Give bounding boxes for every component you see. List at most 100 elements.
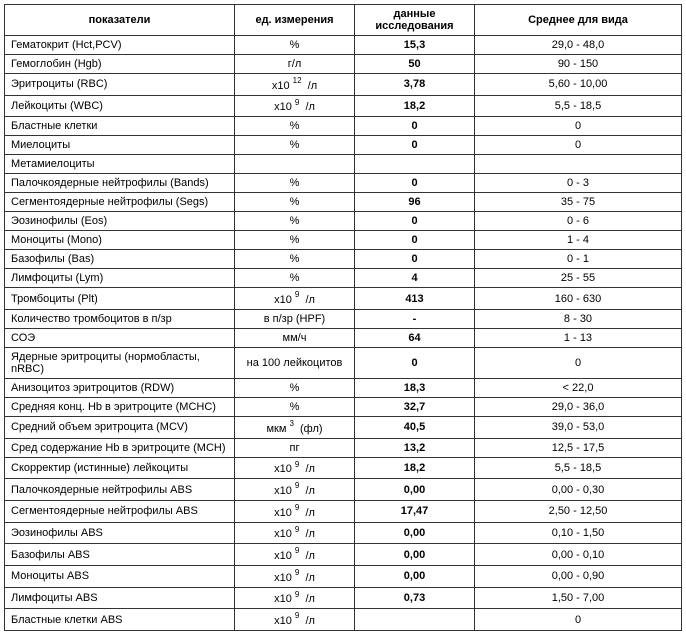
table-row: Миелоциты%00	[5, 136, 682, 155]
param-value: 0,00	[355, 479, 475, 501]
param-unit: %	[235, 250, 355, 269]
param-reference: 90 - 150	[475, 55, 682, 74]
table-row: Лимфоциты ABSx10 9 /л0,731,50 - 7,00	[5, 587, 682, 609]
param-value: 0	[355, 347, 475, 378]
table-row: Сегментоядерные нейтрофилы (Segs)%9635 -…	[5, 193, 682, 212]
param-unit: %	[235, 174, 355, 193]
param-reference: 29,0 - 36,0	[475, 397, 682, 416]
param-reference: 0	[475, 347, 682, 378]
param-unit: %	[235, 193, 355, 212]
param-reference: 35 - 75	[475, 193, 682, 212]
param-name: Базофилы (Bas)	[5, 250, 235, 269]
param-value: -	[355, 309, 475, 328]
table-row: Бластные клетки%00	[5, 117, 682, 136]
param-value: 0,00	[355, 522, 475, 544]
param-value: 18,3	[355, 378, 475, 397]
table-row: Ядерные эритроциты (нормобласты, nRBC)на…	[5, 347, 682, 378]
param-name: Палочкоядерные нейтрофилы ABS	[5, 479, 235, 501]
param-unit: x10 9 /л	[235, 457, 355, 479]
param-value: 64	[355, 328, 475, 347]
param-reference: 0 - 6	[475, 212, 682, 231]
table-row: Метамиелоциты	[5, 155, 682, 174]
param-reference: 0,00 - 0,10	[475, 544, 682, 566]
param-unit: %	[235, 378, 355, 397]
param-reference: 1,50 - 7,00	[475, 587, 682, 609]
table-row: Базофилы (Bas)%00 - 1	[5, 250, 682, 269]
table-row: Палочкоядерные нейтрофилы (Bands)%00 - 3	[5, 174, 682, 193]
param-reference: 0,00 - 0,30	[475, 479, 682, 501]
lab-results-table: показатели ед. измерения данные исследов…	[4, 4, 682, 631]
param-unit: x10 9 /л	[235, 500, 355, 522]
table-row: Базофилы ABSx10 9 /л0,000,00 - 0,10	[5, 544, 682, 566]
table-row: СОЭмм/ч641 - 13	[5, 328, 682, 347]
param-reference: 160 - 630	[475, 288, 682, 310]
param-name: Анизоцитоз эритроцитов (RDW)	[5, 378, 235, 397]
param-value: 50	[355, 55, 475, 74]
param-unit: г/л	[235, 55, 355, 74]
param-name: Моноциты (Mono)	[5, 231, 235, 250]
table-row: Бластные клетки ABSx10 9 /л0	[5, 609, 682, 631]
param-value: 15,3	[355, 36, 475, 55]
param-unit: %	[235, 269, 355, 288]
param-unit: %	[235, 212, 355, 231]
param-name: Лейкоциты (WBC)	[5, 95, 235, 117]
param-name: Эозинофилы ABS	[5, 522, 235, 544]
param-value: 0	[355, 250, 475, 269]
param-unit: x10 9 /л	[235, 288, 355, 310]
param-value: 0,00	[355, 544, 475, 566]
param-unit: x10 12 /л	[235, 74, 355, 96]
param-name: СОЭ	[5, 328, 235, 347]
table-row: Сред содержание Hb в эритроците (MCH)пг1…	[5, 438, 682, 457]
header-row: показатели ед. измерения данные исследов…	[5, 5, 682, 36]
param-reference: 1 - 4	[475, 231, 682, 250]
table-row: Гемоглобин (Hgb)г/л5090 - 150	[5, 55, 682, 74]
param-name: Эритроциты (RBC)	[5, 74, 235, 96]
param-value: 13,2	[355, 438, 475, 457]
table-row: Средний объем эритроцита (MCV)мкм 3 (фл)…	[5, 416, 682, 438]
param-reference: 5,5 - 18,5	[475, 95, 682, 117]
param-value	[355, 609, 475, 631]
param-reference: 1 - 13	[475, 328, 682, 347]
header-name: показатели	[5, 5, 235, 36]
param-value: 0	[355, 136, 475, 155]
param-value: 0,00	[355, 565, 475, 587]
param-reference: 0 - 3	[475, 174, 682, 193]
param-reference: 29,0 - 48,0	[475, 36, 682, 55]
param-unit: на 100 лейкоцитов	[235, 347, 355, 378]
param-reference: 0	[475, 136, 682, 155]
param-value: 96	[355, 193, 475, 212]
param-name: Лимфоциты (Lym)	[5, 269, 235, 288]
param-unit: %	[235, 231, 355, 250]
param-name: Сред содержание Hb в эритроците (MCH)	[5, 438, 235, 457]
param-reference: 8 - 30	[475, 309, 682, 328]
param-value: 18,2	[355, 457, 475, 479]
param-name: Ядерные эритроциты (нормобласты, nRBC)	[5, 347, 235, 378]
param-unit: %	[235, 397, 355, 416]
param-unit: x10 9 /л	[235, 565, 355, 587]
table-row: Эозинофилы ABSx10 9 /л0,000,10 - 1,50	[5, 522, 682, 544]
param-unit	[235, 155, 355, 174]
table-row: Гематокрит (Hct,PCV)%15,329,0 - 48,0	[5, 36, 682, 55]
param-name: Средняя конц. Hb в эритроците (MCHC)	[5, 397, 235, 416]
param-unit: %	[235, 36, 355, 55]
param-reference: 25 - 55	[475, 269, 682, 288]
param-value: 17,47	[355, 500, 475, 522]
param-unit: %	[235, 117, 355, 136]
param-value: 3,78	[355, 74, 475, 96]
param-unit: x10 9 /л	[235, 609, 355, 631]
param-value: 32,7	[355, 397, 475, 416]
param-unit: x10 9 /л	[235, 479, 355, 501]
param-name: Метамиелоциты	[5, 155, 235, 174]
param-name: Моноциты ABS	[5, 565, 235, 587]
param-value: 0	[355, 117, 475, 136]
table-row: Лимфоциты (Lym)%425 - 55	[5, 269, 682, 288]
param-value: 0	[355, 174, 475, 193]
header-data: данные исследования	[355, 5, 475, 36]
param-value: 0	[355, 212, 475, 231]
table-row: Палочкоядерные нейтрофилы ABSx10 9 /л0,0…	[5, 479, 682, 501]
param-value: 40,5	[355, 416, 475, 438]
param-name: Бластные клетки	[5, 117, 235, 136]
param-reference: < 22,0	[475, 378, 682, 397]
param-name: Скорректир (истинные) лейкоциты	[5, 457, 235, 479]
param-value	[355, 155, 475, 174]
